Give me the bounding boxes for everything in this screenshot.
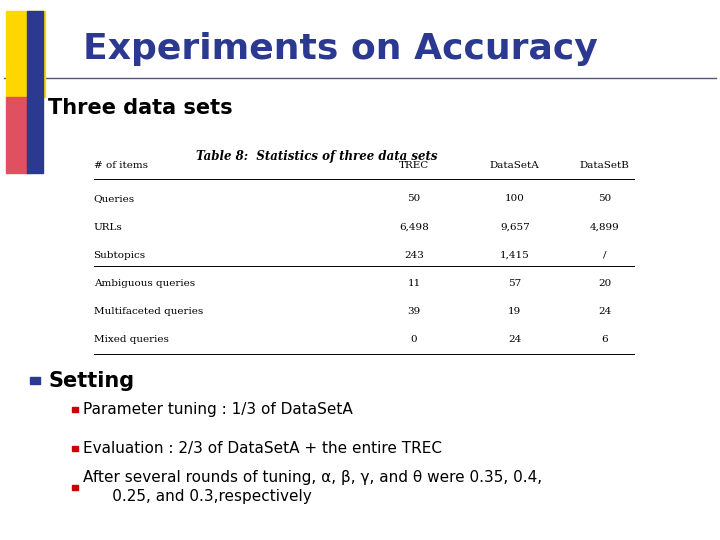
Bar [72, 407, 78, 411]
Bar [30, 377, 40, 384]
Text: TREC: TREC [399, 161, 429, 170]
Text: 19: 19 [508, 307, 521, 316]
Text: 0: 0 [410, 335, 418, 344]
Text: Subtopics: Subtopics [94, 251, 145, 260]
Text: 57: 57 [508, 279, 521, 288]
Text: Experiments on Accuracy: Experiments on Accuracy [83, 32, 598, 65]
Text: 24: 24 [598, 307, 611, 316]
Text: # of items: # of items [94, 161, 148, 170]
Text: 24: 24 [508, 335, 521, 344]
Text: 6: 6 [601, 335, 608, 344]
Bar [6, 11, 45, 97]
Text: /: / [603, 251, 606, 260]
Text: 50: 50 [408, 194, 420, 204]
Text: 11: 11 [408, 279, 420, 288]
Text: Multifaceted queries: Multifaceted queries [94, 307, 203, 316]
Text: Table 8:  Statistics of three data sets: Table 8: Statistics of three data sets [196, 150, 438, 163]
Text: 50: 50 [598, 194, 611, 204]
Bar [6, 97, 29, 173]
Text: DataSetB: DataSetB [580, 161, 630, 170]
Text: 9,657: 9,657 [500, 222, 530, 232]
Text: 243: 243 [404, 251, 424, 260]
Text: Setting: Setting [48, 370, 135, 391]
Text: Queries: Queries [94, 194, 135, 204]
Bar [27, 11, 43, 173]
Text: 1,415: 1,415 [500, 251, 530, 260]
Text: 6,498: 6,498 [399, 222, 429, 232]
Text: Parameter tuning : 1/3 of DataSetA: Parameter tuning : 1/3 of DataSetA [83, 402, 353, 417]
Bar [72, 446, 78, 450]
Text: Ambiguous queries: Ambiguous queries [94, 279, 194, 288]
Text: Evaluation : 2/3 of DataSetA + the entire TREC: Evaluation : 2/3 of DataSetA + the entir… [83, 441, 442, 456]
Text: 20: 20 [598, 279, 611, 288]
Text: After several rounds of tuning, α, β, γ, and θ were 0.35, 0.4,
      0.25, and 0: After several rounds of tuning, α, β, γ,… [83, 470, 542, 504]
Text: 100: 100 [505, 194, 525, 204]
Text: Mixed queries: Mixed queries [94, 335, 168, 344]
Text: 39: 39 [408, 307, 420, 316]
Text: URLs: URLs [94, 222, 122, 232]
Text: Three data sets: Three data sets [48, 98, 233, 118]
Bar [30, 104, 40, 111]
Bar [72, 485, 78, 489]
Text: 4,899: 4,899 [590, 222, 620, 232]
Text: DataSetA: DataSetA [490, 161, 540, 170]
